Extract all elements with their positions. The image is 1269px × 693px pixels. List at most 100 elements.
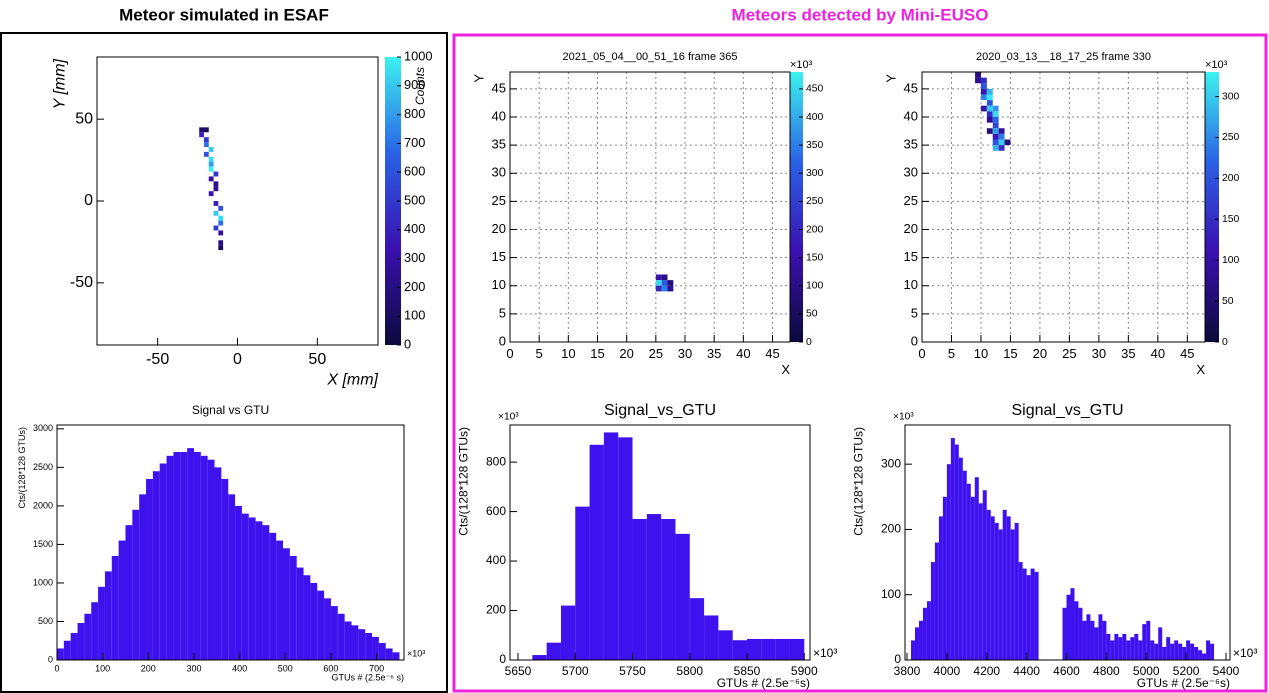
heat-cell — [999, 145, 1005, 151]
hist-bar — [269, 533, 276, 660]
hist-bar — [675, 534, 689, 660]
colorbar-tick-label: 0 — [404, 336, 411, 351]
heat-cell — [214, 172, 219, 177]
hist-bar — [310, 583, 317, 660]
y-tick-label: 800 — [486, 454, 506, 468]
heat-cell — [218, 230, 223, 235]
hist-bar — [1067, 595, 1071, 660]
colorbar-tick-label: 200 — [806, 224, 824, 235]
hist-bar — [1102, 621, 1106, 660]
heat-cell — [993, 134, 999, 140]
hist-bar — [1007, 516, 1011, 660]
hist-bar — [256, 521, 263, 660]
hist-bar — [995, 523, 999, 660]
heat-cell — [993, 111, 999, 117]
x-tick-label: 5750 — [619, 664, 646, 678]
y-tick-label: 2500 — [33, 462, 53, 472]
colorbar-exponent: ×10³ — [790, 59, 813, 71]
hist-bar — [1118, 637, 1122, 660]
heat-cell — [993, 117, 999, 123]
x-tick-label: 50 — [308, 351, 326, 368]
hist-bar — [1106, 634, 1110, 660]
y-tick-label: 45 — [492, 80, 506, 95]
y-tick-label: 30 — [904, 165, 918, 180]
y-tick-label: 15 — [904, 249, 918, 264]
y-tick-label: 45 — [904, 80, 918, 95]
heat-cell — [209, 147, 214, 152]
hist-bar — [64, 641, 71, 660]
y-exponent: ×10³ — [893, 412, 914, 423]
y-tick-label: 35 — [492, 137, 506, 152]
y-tick-label: 1500 — [33, 539, 53, 549]
y-tick-label: 0 — [499, 652, 506, 666]
hist-bar — [690, 598, 704, 660]
hist-bar — [331, 606, 338, 660]
hist-bar — [991, 516, 995, 660]
x-axis-label: GTUs # (2.5e⁻⁶ s) — [332, 672, 404, 682]
y-tick-label: 20 — [492, 221, 506, 236]
x-tick-label: 15 — [590, 346, 604, 361]
heat-cell — [987, 117, 993, 123]
hist-bar — [317, 591, 324, 660]
colorbar-tick-label: 800 — [404, 106, 425, 121]
y-axis-label: Y — [884, 74, 899, 83]
y-tick-label: 200 — [881, 522, 901, 536]
y-tick-label: 10 — [492, 277, 506, 292]
hist-bar — [1210, 644, 1214, 660]
hist-bar — [338, 614, 345, 660]
y-tick-label: 2000 — [33, 500, 53, 510]
left-title: Meteor simulated in ESAF — [119, 5, 329, 24]
y-axis-label: Y — [472, 74, 487, 83]
hist-bar — [1090, 621, 1094, 660]
heat-cell — [981, 89, 987, 95]
hist-bar — [393, 652, 400, 660]
heat-cell — [993, 128, 999, 134]
heat-cell — [668, 280, 674, 286]
hist-bar — [351, 625, 358, 660]
heat-cell — [981, 95, 987, 101]
hist-bar — [262, 525, 269, 660]
y-tick-label: 500 — [38, 616, 53, 626]
hist-bar — [955, 445, 959, 660]
hist-bar — [647, 514, 661, 660]
colorbar-tick-label: 300 — [1222, 91, 1240, 102]
heat-cell — [993, 123, 999, 129]
hist-bar — [1015, 523, 1019, 660]
hist-bar — [1194, 647, 1198, 660]
heat-cell — [656, 275, 662, 281]
hist-bar — [105, 571, 112, 660]
hist-bar — [365, 633, 372, 660]
hist-bar — [1150, 640, 1154, 660]
hist-bar — [999, 529, 1003, 660]
hist-bar — [1190, 644, 1194, 660]
hist-bar — [235, 506, 242, 660]
colorbar-tick-label: 250 — [806, 196, 824, 207]
hist-bar — [201, 456, 208, 660]
hist-bar — [84, 614, 91, 660]
hist-bar — [911, 640, 915, 660]
y-tick-label: 15 — [492, 249, 506, 264]
hist-bar — [1011, 529, 1015, 660]
hist-bar — [1086, 614, 1090, 660]
hist-bar — [939, 516, 943, 660]
heat-cell — [214, 226, 219, 231]
colorbar-exponent: ×10³ — [1205, 59, 1228, 71]
hist-bar — [180, 452, 187, 660]
heat-cell — [987, 89, 993, 95]
y-tick-label: 25 — [904, 193, 918, 208]
hist-bar — [125, 525, 132, 660]
plot-area — [510, 72, 790, 342]
colorbar-tick-label: 100 — [404, 308, 425, 323]
hist-bar — [1070, 588, 1074, 660]
x-tick-label: 40 — [736, 346, 750, 361]
hist-bar — [1166, 637, 1170, 660]
hist-bar — [633, 519, 647, 660]
hist-bar — [532, 655, 546, 660]
hist-bar — [276, 541, 283, 660]
colorbar-tick-label: 50 — [1222, 296, 1234, 307]
y-tick-label: 30 — [492, 165, 506, 180]
x-tick-label: 30 — [1092, 346, 1106, 361]
x-tick-label: 15 — [1003, 346, 1017, 361]
x-exponent: ×10³ — [1233, 646, 1257, 660]
x-tick-label: -50 — [146, 351, 169, 368]
